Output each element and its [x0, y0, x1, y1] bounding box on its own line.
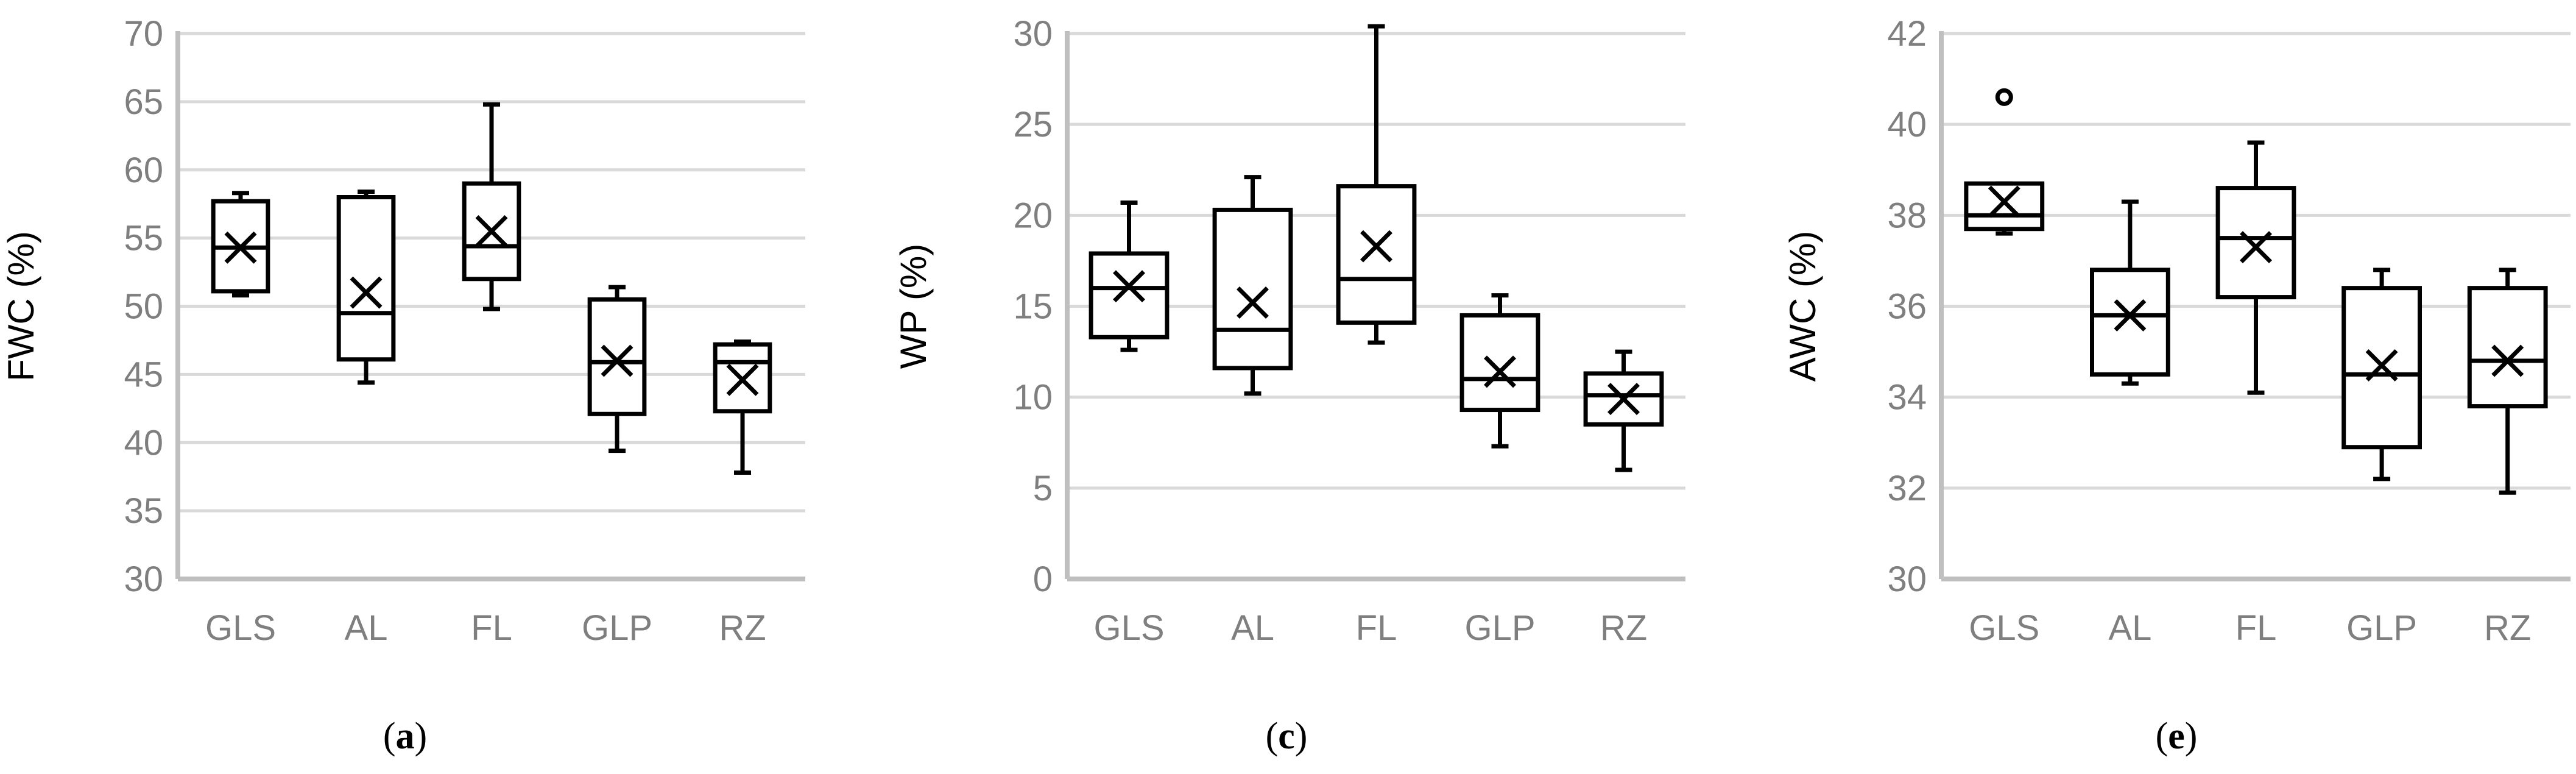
box-gls — [1089, 200, 1170, 352]
y-tick-label: 70 — [124, 14, 163, 54]
y-axis-label: FWC (%) — [1, 231, 41, 382]
y-tick-label: 60 — [124, 151, 163, 190]
x-tick-label: RZ — [2484, 608, 2531, 648]
mean-marker — [475, 215, 508, 247]
mean-marker — [2365, 349, 2398, 382]
box-fl — [2215, 140, 2296, 395]
x-tick-label: GLS — [205, 608, 276, 648]
panel-caption: (c) — [1266, 715, 1308, 757]
iqr-box — [2341, 286, 2422, 450]
y-tick-label: 25 — [1013, 105, 1053, 144]
x-tick-label: RZ — [719, 608, 766, 648]
iqr-box — [1964, 181, 2045, 232]
y-tick-label: 34 — [1887, 378, 1927, 417]
panel-caption: (a) — [383, 715, 427, 757]
mean-marker — [726, 363, 759, 396]
iqr-box — [2467, 286, 2548, 409]
mean-marker — [2240, 231, 2272, 264]
y-tick-label: 50 — [124, 287, 163, 327]
mean-marker — [2114, 299, 2147, 332]
box-gls — [1964, 88, 2045, 236]
outlier-point — [1995, 88, 2013, 106]
x-tick-label: GLS — [1093, 608, 1164, 648]
mean-marker — [224, 231, 257, 264]
y-tick-label: 0 — [1033, 559, 1053, 599]
y-tick-label: 15 — [1013, 287, 1053, 327]
y-tick-label: 20 — [1013, 196, 1053, 235]
y-tick-label: 30 — [124, 559, 163, 599]
y-tick-label: 30 — [1887, 559, 1927, 599]
box-al — [336, 190, 396, 385]
y-tick-label: 55 — [124, 219, 163, 258]
y-tick-label: 36 — [1887, 287, 1927, 327]
x-tick-label: GLP — [1464, 608, 1535, 648]
mean-marker — [1113, 270, 1145, 303]
mean-marker — [350, 276, 383, 309]
chart-panel-c: 0 5 10 15 20 25 30 WP (%) GLS AL FL GLP RZ (c) — [893, 14, 1685, 757]
y-tick-label: 42 — [1887, 14, 1927, 54]
y-tick-label: 32 — [1887, 469, 1927, 508]
x-tick-label: FL — [1356, 608, 1397, 648]
mean-marker — [2491, 344, 2524, 377]
x-tick-label: AL — [2108, 608, 2151, 648]
iqr-box — [587, 297, 647, 416]
iqr-box — [2215, 186, 2296, 300]
x-tick-label: RZ — [1600, 608, 1647, 648]
y-tick-label: 65 — [124, 82, 163, 122]
mean-marker — [1484, 355, 1516, 388]
x-tick-label: GLP — [582, 608, 652, 648]
x-tick-label: GLP — [2346, 608, 2417, 648]
y-tick-label: 10 — [1013, 378, 1053, 417]
mean-marker — [601, 344, 633, 377]
chart-panel-a: 30 35 40 45 50 55 60 65 70 FWC (%) GLS AL FL GLP RZ (a) — [1, 14, 805, 757]
x-tick-label: FL — [471, 608, 512, 648]
iqr-box — [1212, 207, 1293, 371]
box-rz — [713, 339, 772, 475]
iqr-box — [2090, 268, 2170, 377]
y-tick-label: 40 — [1887, 105, 1927, 144]
x-tick-label: AL — [1231, 608, 1274, 648]
iqr-box — [336, 195, 396, 362]
iqr-box — [1089, 251, 1170, 339]
iqr-box — [1336, 184, 1417, 325]
mean-marker — [1607, 383, 1640, 416]
box-glp — [587, 285, 647, 453]
y-tick-label: 5 — [1033, 469, 1053, 508]
y-tick-label: 45 — [124, 355, 163, 394]
box-glp — [2341, 268, 2422, 481]
iqr-box — [1583, 371, 1664, 427]
y-tick-label: 38 — [1887, 196, 1927, 235]
y-tick-label: 30 — [1013, 14, 1053, 54]
mean-marker — [1237, 286, 1269, 319]
box-rz — [1583, 349, 1664, 472]
mean-marker — [1360, 230, 1392, 263]
box-rz — [2467, 268, 2548, 495]
y-tick-label: 35 — [124, 491, 163, 531]
x-tick-label: AL — [345, 608, 388, 648]
y-tick-label: 40 — [124, 423, 163, 463]
box-al — [2090, 199, 2170, 386]
box-glp — [1459, 293, 1540, 449]
y-axis-label: AWC (%) — [1782, 231, 1823, 382]
x-tick-label: FL — [2235, 608, 2277, 648]
y-axis-label: WP (%) — [893, 244, 934, 369]
chart-panel-e: 30 32 34 36 38 40 42 AWC (%) GLS AL FL GLP RZ (e) — [1782, 14, 2571, 757]
box-gls — [211, 191, 270, 298]
box-fl — [1336, 24, 1417, 345]
x-tick-label: GLS — [1969, 608, 2039, 648]
iqr-box — [1459, 313, 1540, 413]
box-al — [1212, 175, 1293, 396]
box-fl — [462, 102, 521, 311]
mean-marker — [1988, 185, 2020, 218]
panel-caption: (e) — [2156, 715, 2198, 757]
